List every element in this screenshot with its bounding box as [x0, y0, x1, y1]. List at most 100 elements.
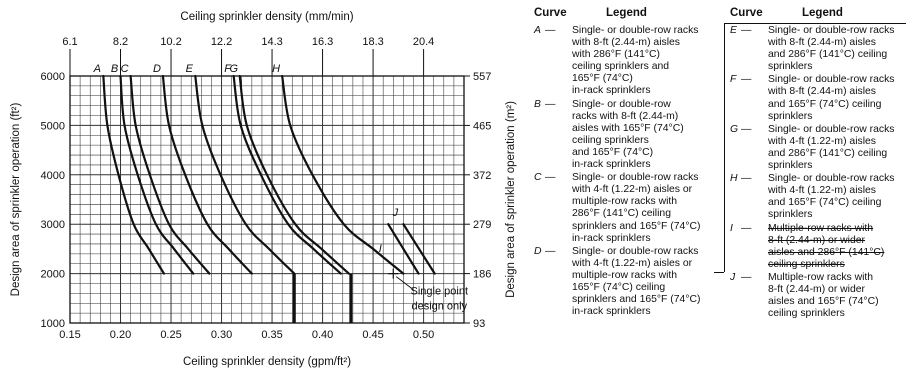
legend-entry-c: C — Single- or double-row racks with 4-ft (… — [528, 172, 716, 245]
legend-entry-text-line: 8-ft (2.44-m) or wider — [768, 234, 866, 246]
x-tick-label: 0.20 — [110, 329, 131, 341]
y-tick-label-left: 1000 — [41, 318, 65, 330]
legend-entry-text-line: with 8-ft (2.44-m) aisles — [768, 86, 876, 98]
x-top-tick-label: 16.3 — [312, 36, 333, 48]
legend-entry-text-line: 165°F (74°C) — [572, 73, 633, 85]
y-tick-label-left: 2000 — [41, 269, 65, 281]
curve-label-h: H — [272, 63, 280, 75]
legend-entry-text-line: with 286°F (141°C) — [572, 49, 661, 61]
legend-entry-text-line: ceiling sprinklers — [572, 134, 649, 146]
curve-a — [102, 74, 166, 275]
y-tick-label-left: 4000 — [41, 170, 65, 182]
legend-entry-text-line: sprinklers and 165°F (74°C) — [572, 294, 701, 306]
legend-entry-letter: D — [534, 245, 542, 257]
legend-entry-text-line: with 4-ft (1.22-m) aisles or — [572, 184, 693, 196]
legend-header-legend: Legend — [802, 7, 843, 19]
legend-entry-letter: C — [534, 172, 542, 184]
y-axis-title-right: Design area of sprinkler operation (m²) — [505, 101, 517, 298]
curve-label-e: E — [186, 63, 194, 75]
y-axis-title-left: Design area of sprinkler operation (ft²) — [10, 102, 22, 296]
curve-label-j: J — [392, 207, 399, 219]
legend-entry-e: E — Single- or double-row racks with 8-ft (… — [724, 25, 908, 73]
legend-entry-text-line: racks with 8-ft (2.44-m) — [572, 110, 679, 122]
legend-entry-dash: — — [545, 172, 556, 184]
legend-box-left-border — [724, 23, 725, 272]
grid-major — [69, 75, 464, 324]
annotation-cross-mark — [388, 268, 399, 279]
legend-entry-dash: — — [741, 271, 752, 283]
x-tick-label: 0.15 — [59, 329, 80, 341]
curve-i — [387, 223, 420, 275]
axis-ticks: 0.15 6.1 0.20 8.2 0.25 10.2 0.30 12.2 0.35 14.3 0.… — [41, 36, 492, 341]
curve-e — [194, 74, 296, 275]
legend-box-bottom-tick — [714, 272, 724, 273]
y-tick-label-left: 6000 — [41, 71, 65, 83]
annotation-text-line1: Single point — [411, 286, 469, 298]
curve-labels: A B C D E FG H I J — [93, 63, 399, 255]
legend-entry-text-line: Single- or double-row racks — [768, 74, 895, 86]
legend-entry-text-line: ceiling sprinklers — [768, 258, 845, 270]
legend-entry-text-line: Single- or double-row racks — [572, 25, 699, 36]
legend-entry-letter: G — [730, 123, 739, 135]
legend-entry-text-line: and 286°F (141°C) ceiling — [768, 49, 888, 61]
y-tick-label-right: 372 — [473, 170, 491, 182]
legend-entry-text-line: sprinklers — [768, 160, 813, 172]
legend-entry-dash: — — [545, 98, 556, 110]
legend-header-curve: Curve — [730, 7, 763, 19]
y-tick-label-right: 186 — [473, 269, 491, 281]
legend-entry-dash: — — [741, 74, 752, 86]
legend-entry-letter: B — [534, 98, 541, 110]
annotation-leader-line — [396, 276, 414, 290]
x-tick-label: 0.35 — [261, 329, 282, 341]
legend-entry-g: G — Single- or double-row racks with 4-ft (… — [724, 124, 908, 172]
y-tick-label-right: 93 — [473, 318, 485, 330]
legend-entry-text-line: 165°F (74°C) ceiling — [572, 281, 666, 293]
legend-entry-text-line: with 8-ft (2.44-m) aisles — [572, 37, 680, 49]
legend-column-2: Curve Legend E — Single- or double-row rac… — [724, 5, 908, 321]
legend-entry-text-line: Multiple-row racks with — [768, 222, 874, 234]
legend-entry-text-line: with 4-ft (1.22-m) aisles — [768, 135, 876, 147]
curve-label-d: D — [153, 63, 161, 75]
legend-entry-letter: I — [730, 222, 733, 234]
legend-entry-text-line: with 4-ft (1.22-m) aisles — [768, 185, 876, 197]
curve-label-g: G — [229, 63, 238, 75]
legend-entry-text-line: sprinklers and 165°F (74°C) — [572, 220, 701, 232]
curve-g — [238, 74, 350, 275]
curve-label-c: C — [121, 63, 129, 75]
curve-f — [232, 74, 342, 275]
legend-entry-text-line: multiple-row racks with — [572, 196, 678, 208]
legend-entry-text-line: 8-ft (2.44-m) or wider — [768, 283, 866, 295]
x-top-tick-label: 6.1 — [62, 36, 77, 48]
curve-label-f: F — [224, 63, 232, 75]
legend-entry-text-line: ceiling sprinklers and — [572, 61, 670, 73]
design-point-lines — [292, 273, 353, 323]
curve-label-a: A — [93, 63, 101, 75]
legend-entry-text-line: and 165°F (74°C) ceiling — [768, 98, 882, 110]
legend-entry-letter: F — [730, 74, 737, 86]
legend-entry-text-line: aisles and 286°F (141°C) — [768, 246, 885, 258]
x-top-tick-label: 10.2 — [160, 36, 181, 48]
legend-entry-text-line: in-rack sprinklers — [572, 85, 651, 97]
legend-entry-text-line: Single- or double-row — [572, 98, 671, 110]
legend-entry-text-line: Multiple-row racks with — [768, 271, 874, 283]
x-top-tick-label: 18.3 — [362, 36, 383, 48]
x-tick-label: 0.25 — [160, 329, 181, 341]
y-tick-label-right: 279 — [473, 219, 491, 231]
x-tick-label: 0.45 — [362, 329, 383, 341]
x-tick-label: 0.30 — [211, 329, 232, 341]
curve-legend: Curve Legend A — Single- or double-row rac… — [528, 5, 906, 373]
legend-entry-j: J — Multiple-row racks with 8-ft (2.44-m) o… — [724, 272, 908, 320]
x-top-tick-label: 20.4 — [413, 36, 434, 48]
curve-j — [402, 223, 436, 275]
x-axis-title-top: Ceiling sprinkler density (mm/min) — [180, 11, 353, 23]
legend-entry-letter: H — [730, 173, 738, 185]
legend-box-top-border — [724, 23, 906, 24]
legend-entry-text-line: in-rack sprinklers — [572, 232, 651, 244]
y-tick-label-right: 465 — [473, 120, 491, 132]
curve-h — [281, 74, 405, 275]
legend-entry-text-line: sprinklers — [768, 209, 813, 221]
annotation-text-line2: design only — [411, 301, 467, 313]
curves — [102, 74, 436, 275]
curve-label-b: B — [111, 63, 118, 75]
legend-entry-text-line: ceiling sprinklers — [768, 308, 845, 320]
